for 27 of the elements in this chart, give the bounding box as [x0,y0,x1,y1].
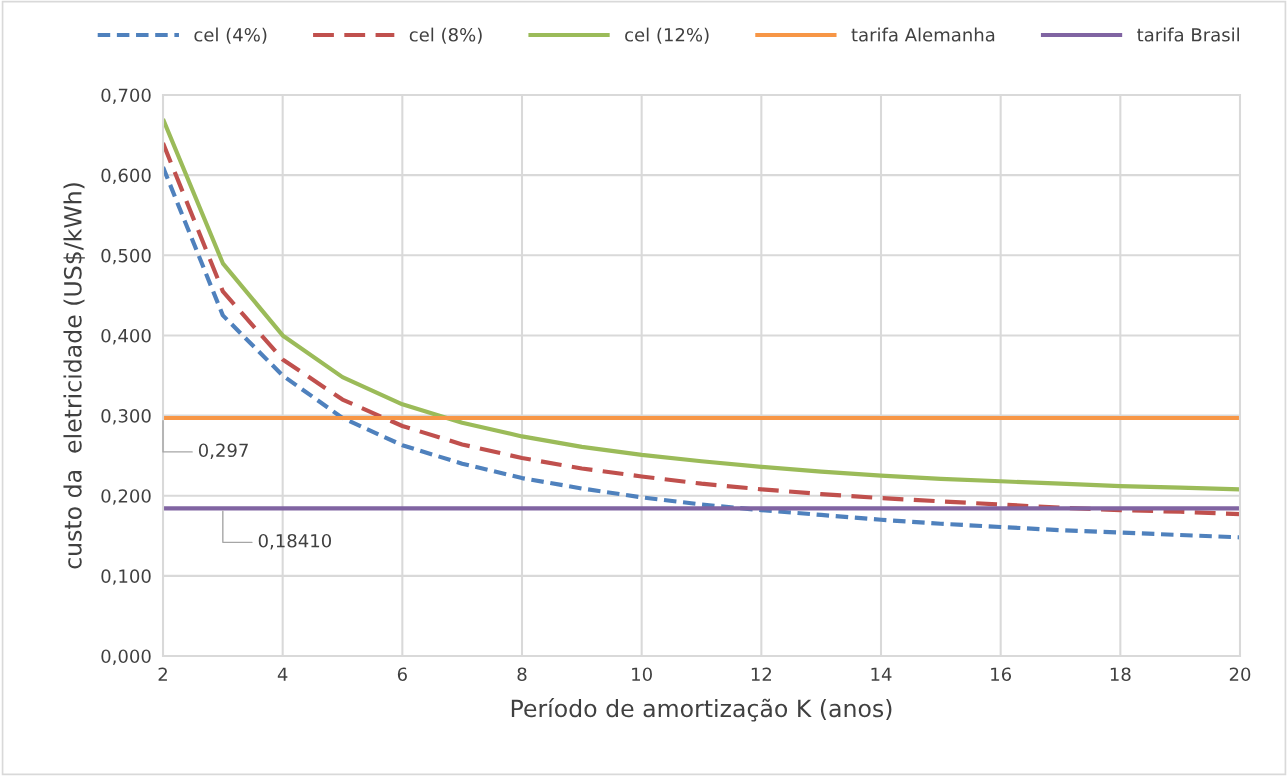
y-tick-label: 0,000 [101,649,151,665]
x-tick-label: 2 [158,667,167,681]
x-axis-title: Período de amortização K (anos) [511,698,892,722]
legend-label: cel (12%) [625,27,709,44]
x-tick-label: 20 [1229,667,1251,682]
y-tick-label: 0,500 [101,248,151,265]
y-tick-label: 0,100 [101,569,151,585]
annotation: 0,297 [198,443,248,459]
x-tick-label: 18 [1110,667,1131,682]
x-tick-label: 6 [397,667,407,682]
x-tick-label: 16 [991,667,1012,682]
legend-label: tarifa Brasil [1137,27,1239,42]
y-tick-label: 0,300 [101,409,151,425]
y-tick-label: 0,200 [101,489,151,505]
legend-label: tarifa Alemanha [851,27,995,42]
y-tick-label: 0,700 [101,88,151,104]
y-tick-label: 0,600 [101,168,151,185]
y-tick-label: 0,400 [101,328,151,345]
x-tick-label: 10 [632,667,652,682]
x-tick-label: 4 [277,667,288,681]
x-tick-label: 12 [751,667,772,681]
y-axis-title: custo da eletricidade (US$/kWh) [63,183,85,569]
x-tick-label: 14 [871,667,892,681]
x-tick-label: 8 [517,667,527,682]
legend-label: cel (8%) [409,27,482,44]
annotation: 0,18410 [258,533,332,550]
legend-label: cel (4%) [194,27,267,44]
